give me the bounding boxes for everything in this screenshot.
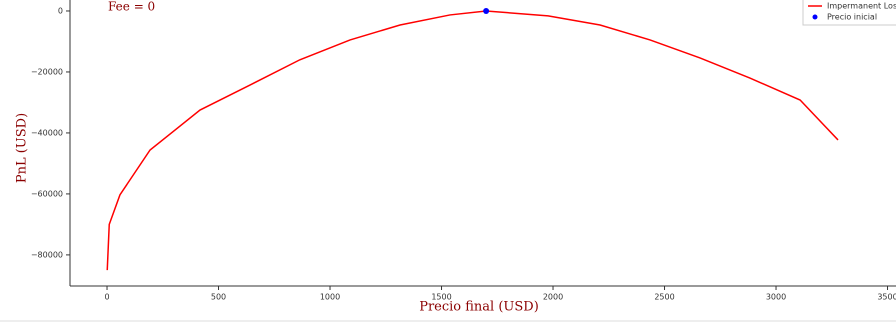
legend-box: [802, 0, 896, 26]
x-tick-label: 3000: [766, 293, 786, 302]
y-tick-label: 0: [58, 6, 63, 15]
x-tick-label: 500: [211, 293, 226, 302]
x-tick-label: 3500: [877, 293, 896, 302]
y-tick-label: −40000: [31, 128, 63, 137]
y-tick-label: −20000: [31, 67, 63, 76]
x-tick-label: 0: [104, 293, 109, 302]
il-line: [106, 10, 839, 271]
x-tick-label: 2500: [654, 293, 674, 302]
legend-label: Impermanent Loss: [827, 2, 896, 11]
x-tick-label: 2000: [543, 293, 563, 302]
y-axis-label: PnL (USD): [15, 113, 30, 183]
x-axis-label: Precio final (USD): [419, 300, 539, 315]
legend-swatch: [812, 14, 818, 20]
y-tick-label: −60000: [31, 189, 63, 198]
annotation: Fee = 0: [108, 0, 155, 14]
y-tick-label: −80000: [31, 250, 63, 259]
point: [483, 7, 490, 14]
x-tick-label: 1000: [320, 293, 340, 302]
legend-label: Precio inicial: [827, 13, 877, 22]
x-tick-label: 1500: [431, 293, 451, 302]
